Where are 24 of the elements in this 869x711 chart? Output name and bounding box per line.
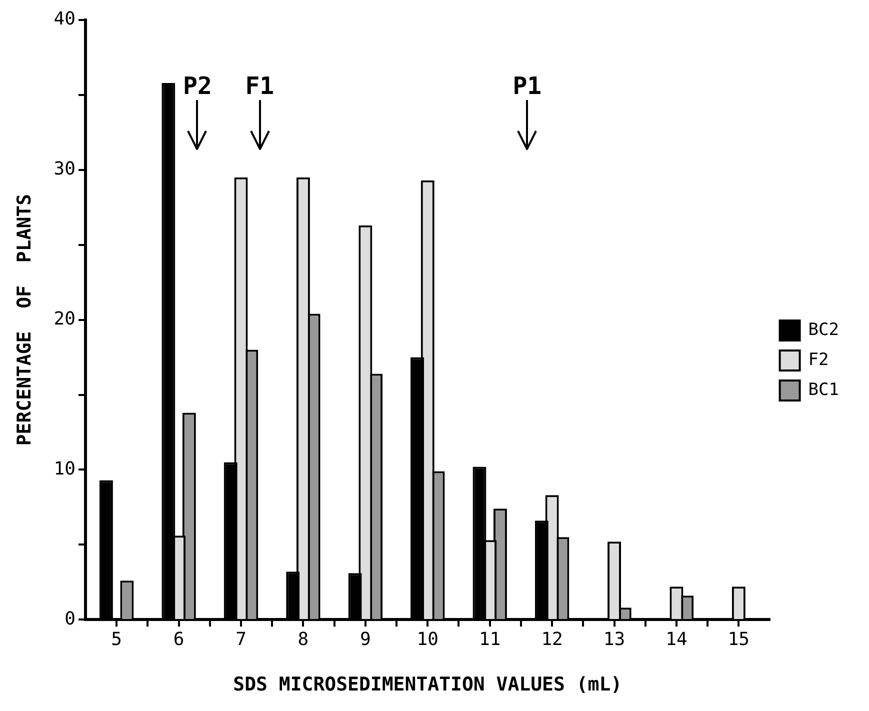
ref-line-label: F1 bbox=[245, 72, 274, 100]
x-tick-label: 15 bbox=[728, 629, 750, 650]
x-tick-label: 9 bbox=[360, 629, 371, 650]
y-tick-label: 10 bbox=[54, 458, 76, 480]
x-tick-label: 5 bbox=[111, 629, 122, 650]
x-tick-label: 10 bbox=[416, 629, 438, 650]
legend-label: F2 bbox=[808, 350, 829, 370]
x-tick-label: 12 bbox=[541, 629, 563, 650]
ref-line-label: P2 bbox=[183, 72, 212, 100]
legend-label: BC1 bbox=[808, 380, 840, 400]
x-tick-label: 8 bbox=[298, 629, 309, 650]
y-tick-label: 30 bbox=[54, 158, 76, 180]
legend-label: BC2 bbox=[808, 320, 840, 340]
y-tick-label: 0 bbox=[64, 608, 76, 630]
x-tick-label: 7 bbox=[236, 629, 246, 650]
y-tick-label: 20 bbox=[54, 308, 76, 330]
x-axis-title: SDS MICROSEDIMENTATION VALUES (mL) bbox=[233, 674, 622, 696]
x-tick-label: 13 bbox=[603, 629, 626, 650]
y-tick-label: 40 bbox=[54, 8, 76, 30]
y-axis-title: PERCENTAGE OF PLANTS bbox=[13, 194, 36, 446]
ref-line-label: P1 bbox=[512, 72, 542, 100]
x-tick-label: 14 bbox=[666, 629, 688, 650]
x-tick-label: 11 bbox=[479, 629, 501, 650]
x-tick-label: 6 bbox=[173, 629, 184, 650]
